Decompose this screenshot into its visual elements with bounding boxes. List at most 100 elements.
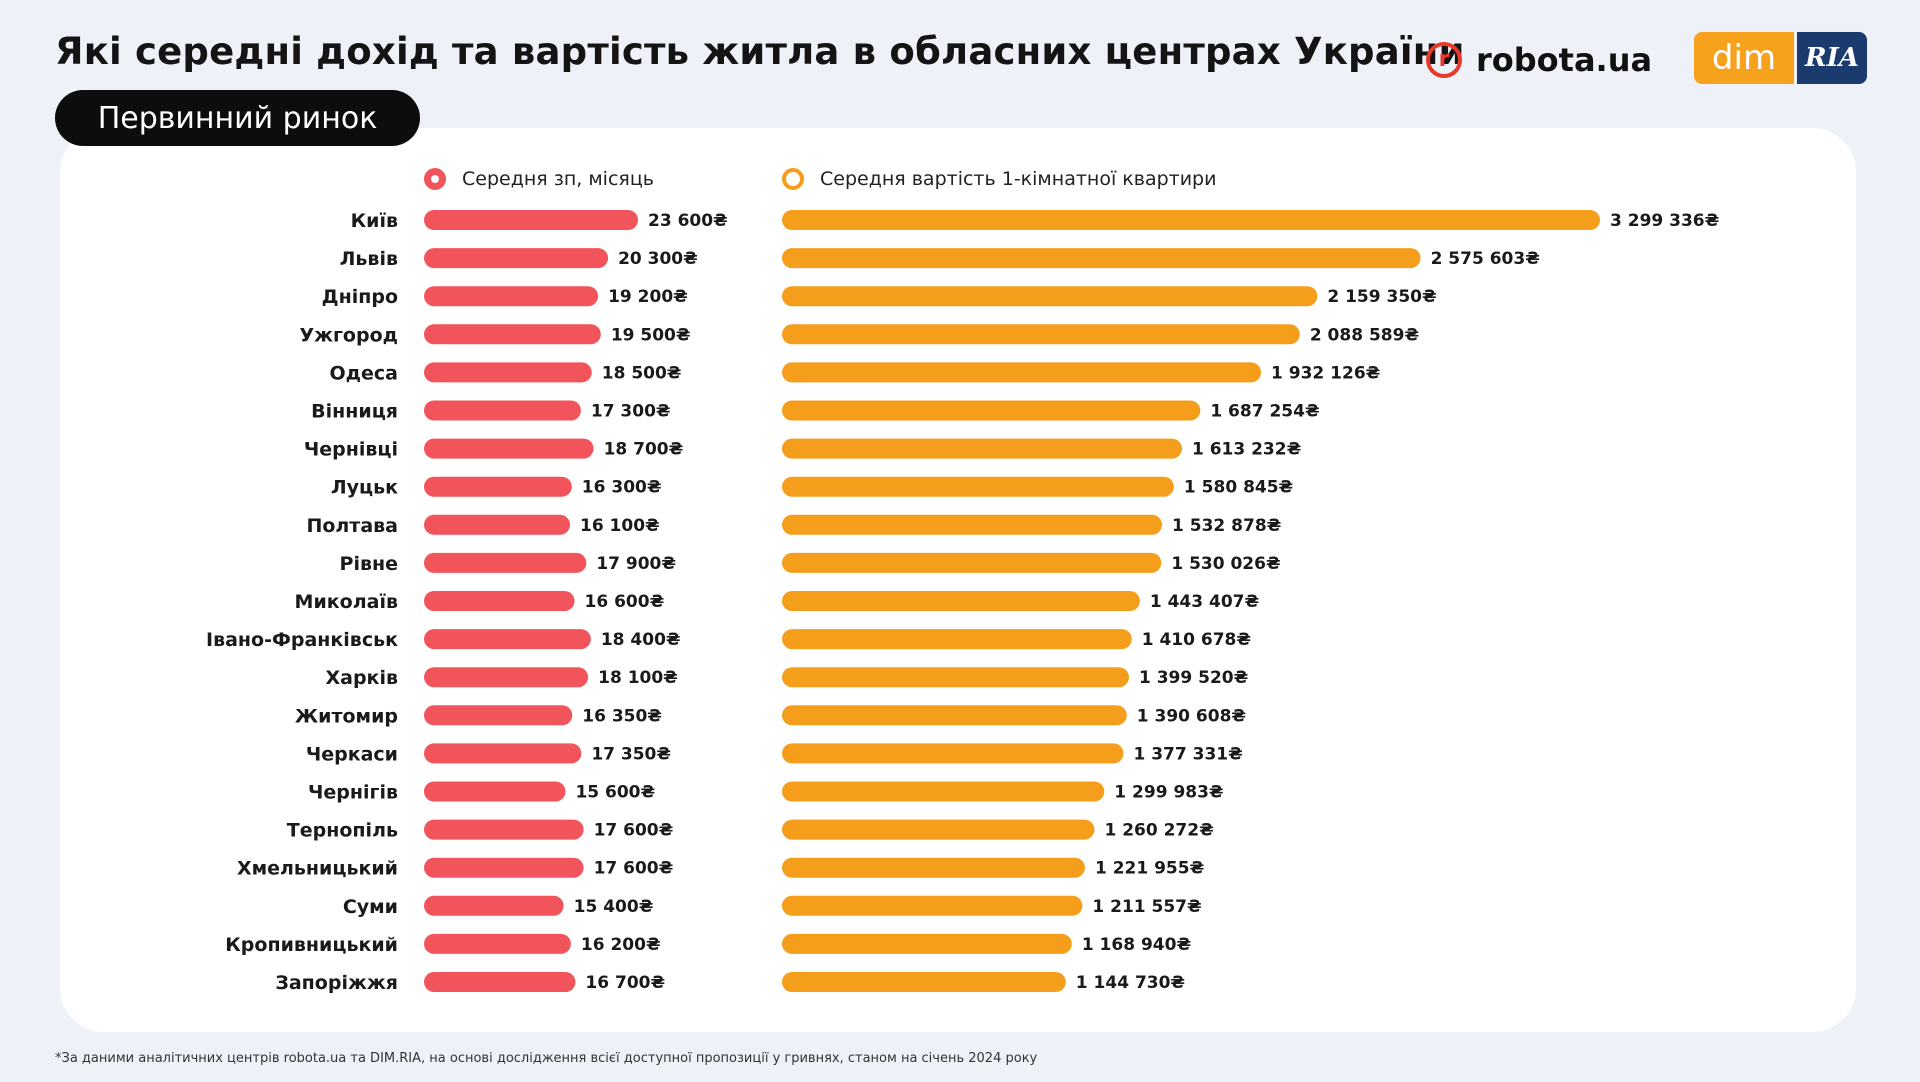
salary-bar — [424, 895, 564, 916]
price-bar — [782, 591, 1140, 611]
price-value-label: 1 410 678₴ — [1142, 630, 1251, 650]
salary-value-label: 16 100₴ — [580, 516, 660, 536]
salary-value-label: 20 300₴ — [618, 249, 698, 269]
category-label: Тернопіль — [287, 820, 398, 842]
market-type-badge: Первинний ринок — [55, 90, 420, 146]
salary-bar — [424, 476, 572, 497]
category-label: Кропивницький — [225, 934, 398, 956]
salary-value-label: 18 500₴ — [602, 363, 682, 383]
footnote: *За даними аналітичних центрів robota.ua… — [55, 1051, 1038, 1066]
salary-value-label: 19 200₴ — [608, 287, 688, 307]
robota-logo-text: robota.ua — [1476, 41, 1653, 79]
salary-bar — [424, 629, 591, 650]
price-bar — [782, 972, 1066, 992]
salary-value-label: 17 600₴ — [594, 821, 674, 841]
price-value-label: 2 159 350₴ — [1327, 287, 1436, 307]
salary-bar — [424, 514, 570, 535]
price-bar — [782, 400, 1201, 421]
salary-bar — [424, 857, 584, 878]
house-icon — [782, 168, 804, 190]
price-bar — [782, 743, 1124, 764]
salary-value-label: 16 600₴ — [585, 592, 665, 612]
price-bar — [782, 857, 1085, 878]
salary-bar — [424, 552, 587, 573]
category-label: Запоріжжя — [275, 972, 398, 994]
salary-value-label: 18 100₴ — [598, 668, 678, 688]
salary-value-label: 17 600₴ — [594, 859, 674, 879]
legend-salary: Середня зп, місяць — [424, 168, 654, 190]
salary-bar — [424, 667, 589, 688]
salary-bar — [424, 400, 581, 421]
price-value-label: 2 575 603₴ — [1431, 249, 1540, 269]
legend-salary-label: Середня зп, місяць — [462, 168, 654, 190]
robota-logo: r robota.ua — [1426, 36, 1652, 84]
category-label: Суми — [343, 896, 398, 918]
price-value-label: 1 532 878₴ — [1172, 516, 1281, 536]
category-label: Черкаси — [306, 743, 398, 765]
category-label: Хмельницький — [237, 858, 398, 880]
price-value-label: 1 399 520₴ — [1139, 668, 1248, 688]
category-label: Чернігів — [308, 782, 398, 804]
salary-value-label: 15 600₴ — [575, 783, 655, 803]
salary-value-label: 16 700₴ — [585, 973, 665, 993]
price-bar — [782, 933, 1072, 954]
category-label: Ужгород — [299, 324, 398, 346]
salary-bar — [424, 210, 638, 230]
category-label: Львів — [340, 248, 398, 270]
robota-logo-icon: r — [1426, 42, 1462, 78]
price-bar — [782, 705, 1127, 726]
price-bar — [782, 438, 1182, 459]
page-title: Які середні дохід та вартість житла в об… — [55, 30, 1465, 73]
price-value-label: 1 299 983₴ — [1114, 783, 1223, 803]
salary-value-label: 18 700₴ — [604, 440, 684, 460]
category-label: Дніпро — [322, 286, 398, 308]
price-value-label: 1 530 026₴ — [1171, 554, 1280, 574]
price-bar — [782, 629, 1132, 650]
salary-value-label: 19 500₴ — [611, 325, 691, 345]
salary-bar — [424, 819, 584, 840]
salary-value-label: 18 400₴ — [601, 630, 681, 650]
price-bar — [782, 514, 1163, 535]
price-value-label: 1 613 232₴ — [1192, 440, 1301, 460]
ria-logo: RIA — [1797, 32, 1867, 84]
salary-bar — [424, 705, 573, 726]
price-bar — [782, 667, 1129, 688]
salary-bar — [424, 591, 575, 611]
price-value-label: 3 299 336₴ — [1610, 211, 1719, 231]
price-bar — [782, 248, 1421, 269]
salary-coin-icon — [424, 168, 446, 190]
category-label: Полтава — [306, 515, 398, 537]
salary-bar — [424, 438, 594, 459]
salary-bar — [424, 286, 599, 307]
salary-value-label: 17 300₴ — [591, 402, 671, 422]
price-value-label: 1 443 407₴ — [1150, 592, 1259, 612]
salary-value-label: 16 200₴ — [581, 935, 661, 955]
category-label: Житомир — [295, 705, 398, 727]
salary-bar — [424, 743, 582, 764]
price-bar — [782, 476, 1174, 497]
price-bar — [782, 286, 1318, 307]
chart-card — [60, 128, 1856, 1032]
legend-price-label: Середня вартість 1-кімнатної квартири — [820, 168, 1217, 190]
category-label: Вінниця — [311, 401, 398, 423]
price-value-label: 1 390 608₴ — [1137, 706, 1246, 726]
category-label: Чернівці — [304, 439, 398, 461]
salary-value-label: 15 400₴ — [574, 897, 654, 917]
dim-logo: dim — [1694, 32, 1794, 84]
salary-bar — [424, 324, 601, 345]
price-bar — [782, 210, 1600, 230]
price-bar — [782, 781, 1105, 802]
price-bar — [782, 324, 1300, 345]
price-value-label: 1 580 845₴ — [1184, 478, 1293, 498]
price-bar — [782, 895, 1083, 916]
category-label: Одеса — [330, 362, 398, 384]
category-label: Миколаїв — [295, 591, 398, 613]
salary-bar — [424, 972, 576, 992]
price-value-label: 1 211 557₴ — [1092, 897, 1201, 917]
price-value-label: 1 932 126₴ — [1271, 363, 1380, 383]
salary-value-label: 23 600₴ — [648, 211, 728, 231]
category-label: Київ — [351, 210, 398, 232]
salary-value-label: 16 350₴ — [582, 706, 662, 726]
salary-bar — [424, 933, 571, 954]
